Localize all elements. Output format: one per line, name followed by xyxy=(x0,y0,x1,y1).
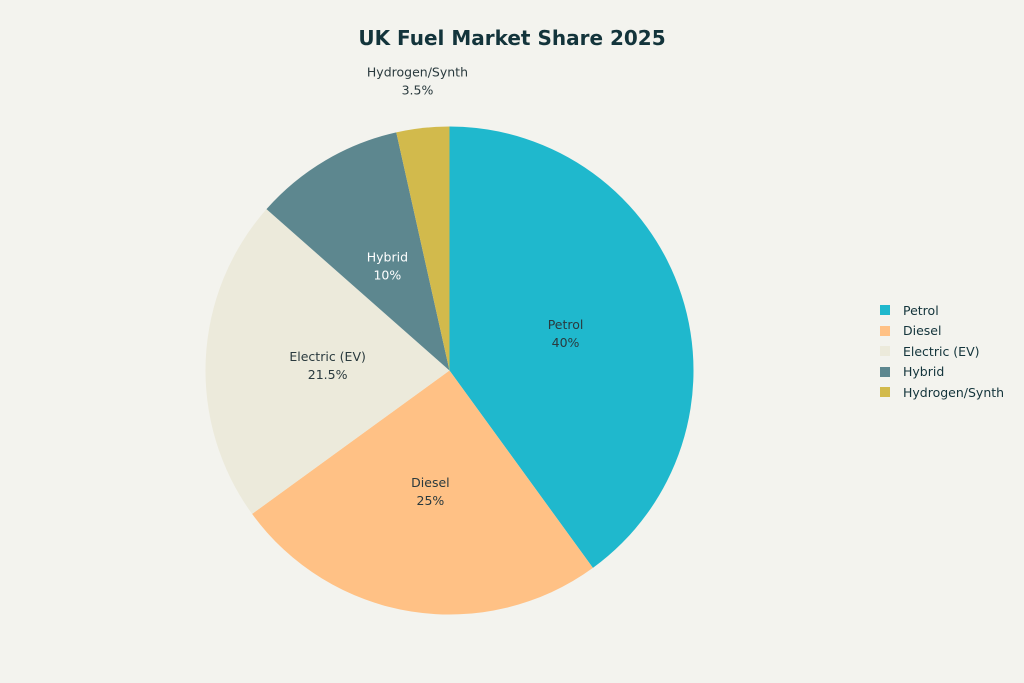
pie-slice-electric-ev xyxy=(205,209,450,514)
legend-label: Electric (EV) xyxy=(903,343,980,359)
legend-label: Hydrogen/Synth xyxy=(903,384,1005,400)
slice-label-name-petrol: Petrol xyxy=(548,317,584,332)
slice-label-name-hydrogen-synth: Hydrogen/Synth xyxy=(367,64,468,79)
chart-title: UK Fuel Market Share 2025 xyxy=(358,26,666,50)
legend-label: Hybrid xyxy=(903,364,945,380)
slice-label-name-hybrid: Hybrid xyxy=(367,249,408,264)
legend-swatch xyxy=(880,366,890,377)
legend-label: Petrol xyxy=(903,302,939,318)
slice-label-value-hybrid: 10% xyxy=(373,267,401,282)
pie-slice-hybrid xyxy=(266,132,450,371)
slice-label-value-petrol: 40% xyxy=(552,335,580,350)
pie-slice-petrol xyxy=(449,126,694,568)
legend-swatch xyxy=(880,325,890,336)
pie-labels: Petrol 40% Diesel 25% Electric (EV) 21.5% Hybr… xyxy=(289,64,583,508)
slice-label-value-diesel: 25% xyxy=(417,493,445,508)
pie-slices xyxy=(205,126,694,615)
legend-swatch xyxy=(880,387,890,398)
pie-slice-hydrogen-synth xyxy=(396,126,450,371)
slice-label-value-electric-ev: 21.5% xyxy=(308,367,348,382)
chart-legend: Petrol Diesel Electric (EV) Hybrid Hydrogen/… xyxy=(880,300,1004,403)
legend-swatch xyxy=(880,346,890,357)
legend-item-hydrogen-synth: Hydrogen/Synth xyxy=(880,382,1004,403)
pie-slice-diesel xyxy=(252,370,593,615)
legend-item-diesel: Diesel xyxy=(880,321,1004,342)
legend-item-hybrid: Hybrid xyxy=(880,362,1004,383)
legend-item-electric-ev: Electric (EV) xyxy=(880,341,1004,362)
slice-label-name-electric-ev: Electric (EV) xyxy=(289,349,366,364)
slice-label-name-diesel: Diesel xyxy=(411,475,449,490)
legend-item-petrol: Petrol xyxy=(880,300,1004,321)
legend-swatch xyxy=(880,305,890,316)
slice-label-value-hydrogen-synth: 3.5% xyxy=(402,82,434,97)
legend-label: Diesel xyxy=(903,323,942,339)
